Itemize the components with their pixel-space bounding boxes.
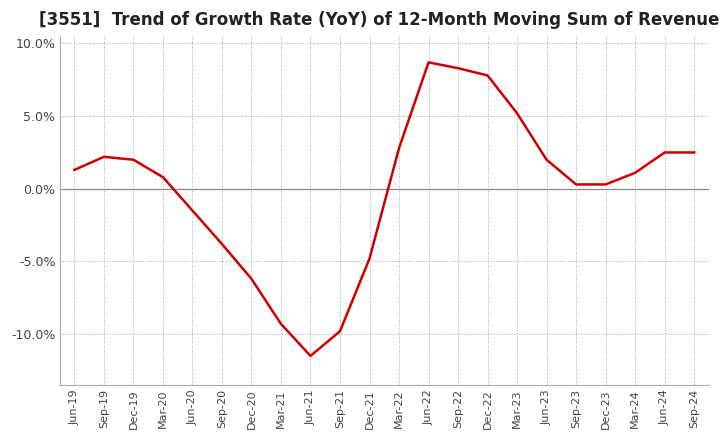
Title: [3551]  Trend of Growth Rate (YoY) of 12-Month Moving Sum of Revenues: [3551] Trend of Growth Rate (YoY) of 12-… bbox=[39, 11, 720, 29]
